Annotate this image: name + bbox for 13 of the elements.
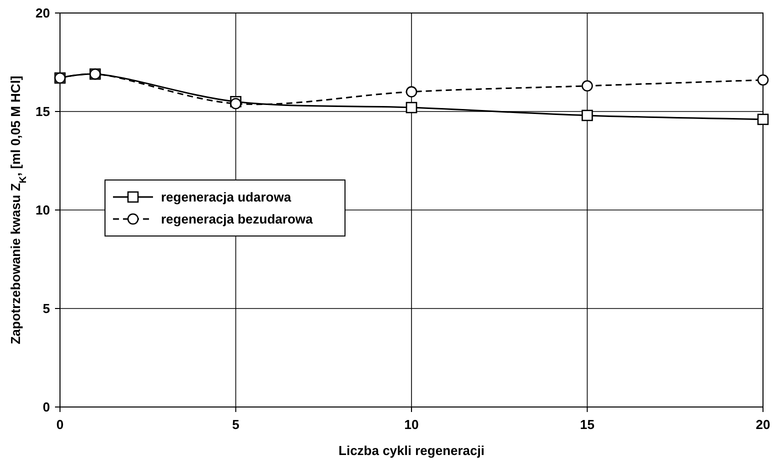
y-tick-label: 20 (36, 6, 50, 21)
x-tick-label: 20 (756, 417, 770, 432)
y-tick-label: 0 (42, 400, 50, 415)
x-tick-label: 15 (580, 417, 594, 432)
x-axis-title: Liczba cykli regeneracji (338, 443, 484, 458)
x-tick-label: 10 (404, 417, 419, 432)
y-tick-label: 15 (36, 104, 50, 120)
legend-label: regeneracja udarowa (161, 190, 292, 205)
legend-label: regeneracja bezudarowa (161, 212, 314, 227)
x-tick-label: 0 (56, 417, 64, 432)
x-tick-label: 5 (232, 417, 240, 432)
y-tick-label: 5 (42, 301, 50, 316)
y-tick-label: 10 (36, 202, 50, 218)
